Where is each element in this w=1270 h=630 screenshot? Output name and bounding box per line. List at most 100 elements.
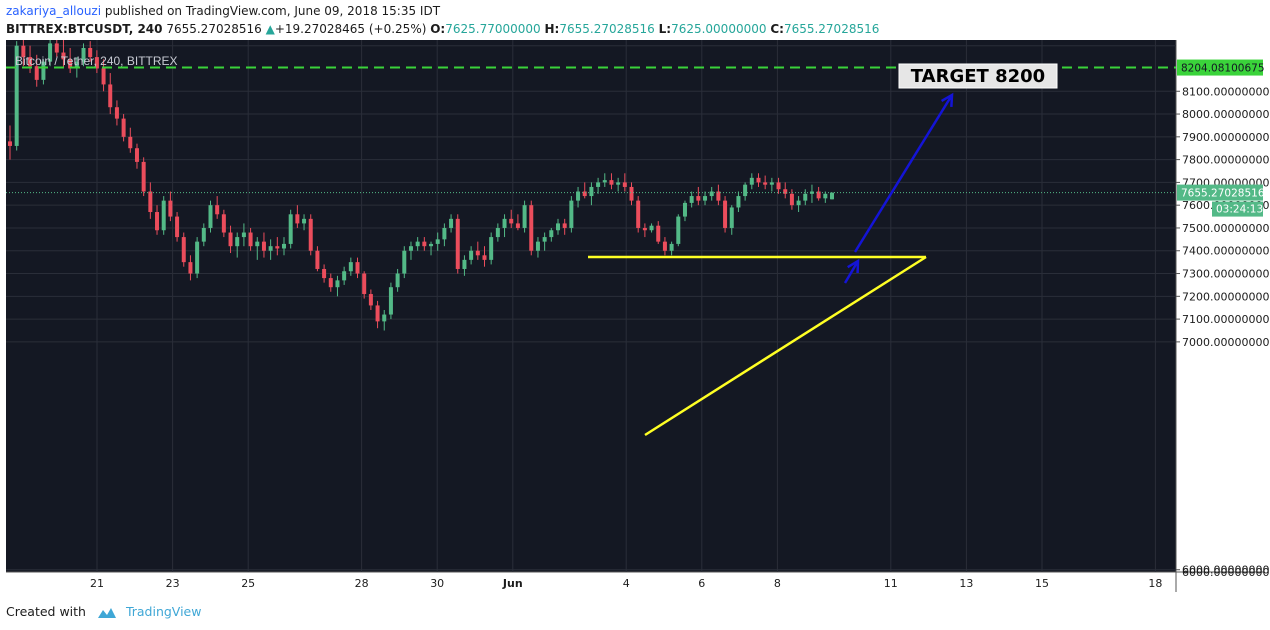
candle xyxy=(68,47,73,74)
breakout-arrows xyxy=(843,92,954,284)
candle-body xyxy=(134,148,139,162)
ascending-triangle xyxy=(588,255,927,437)
candle xyxy=(776,177,781,194)
candle-body xyxy=(141,161,146,192)
low-label: L: xyxy=(658,22,672,36)
candle-body xyxy=(328,278,333,288)
candle-body xyxy=(502,218,507,228)
candle-body xyxy=(308,218,313,251)
candle-body xyxy=(302,218,307,224)
candle-body xyxy=(602,180,607,183)
candle-body xyxy=(261,241,266,251)
price-tick-label: 7800.00000000 xyxy=(1182,154,1269,167)
candle-body xyxy=(515,223,520,228)
candle xyxy=(662,237,667,256)
candle-body xyxy=(168,200,173,217)
candle xyxy=(576,186,581,208)
candle xyxy=(642,223,647,238)
tradingview-link[interactable]: TradingView xyxy=(125,604,202,619)
candle xyxy=(462,255,467,276)
candle xyxy=(696,186,701,206)
candle xyxy=(328,273,333,292)
candle-body xyxy=(368,294,373,306)
candle-body xyxy=(729,207,734,228)
candle xyxy=(783,182,788,199)
candle-body xyxy=(148,191,153,213)
target-price-label: 8204.08100675 xyxy=(1181,63,1265,75)
candle xyxy=(375,300,380,329)
candle xyxy=(295,205,300,228)
candle xyxy=(41,59,46,85)
time-axis[interactable] xyxy=(6,572,1264,592)
time-tick-label: 6 xyxy=(698,577,705,590)
candle-body xyxy=(703,196,708,201)
candle-body xyxy=(34,66,39,80)
candle-body xyxy=(88,47,93,58)
candle xyxy=(288,209,293,249)
candle xyxy=(656,221,661,244)
candle-body xyxy=(155,212,160,231)
candle-body xyxy=(682,202,687,217)
candle xyxy=(8,125,12,160)
candle-body xyxy=(830,192,834,200)
candle-body xyxy=(763,182,768,185)
time-tick-label: 18 xyxy=(1148,577,1162,590)
candle-body xyxy=(362,273,367,295)
candle-body xyxy=(208,205,213,228)
candle-body xyxy=(74,61,79,69)
candle xyxy=(188,255,193,281)
candle-body xyxy=(482,255,487,260)
target-price-tag xyxy=(1177,59,1263,76)
candle-body xyxy=(121,118,126,137)
candle xyxy=(34,54,39,87)
plot-background xyxy=(6,40,1176,572)
price-tick-label: 7300.00000000 xyxy=(1182,268,1269,281)
candle xyxy=(535,237,540,258)
candle-body xyxy=(542,237,547,242)
candle xyxy=(228,225,233,254)
time-tick-label: 13 xyxy=(959,577,973,590)
time-tick-label: Jun xyxy=(502,577,523,590)
close-value: 7655.27028516 xyxy=(783,22,880,36)
candle xyxy=(743,182,748,201)
candle xyxy=(803,189,808,206)
time-axis-labels: 21 23 25 28 30 Jun 4 6 8 11 13 15 18 xyxy=(90,577,1162,590)
candle-body xyxy=(315,250,320,269)
candle-body xyxy=(175,216,180,238)
candle xyxy=(248,227,253,251)
candle xyxy=(235,232,240,258)
candle-body xyxy=(723,200,728,228)
price-axis[interactable] xyxy=(1176,40,1264,572)
candle xyxy=(362,271,367,299)
candle xyxy=(215,196,220,219)
candle-body xyxy=(215,205,220,215)
candle xyxy=(756,173,761,187)
candle xyxy=(114,100,119,126)
candle xyxy=(402,246,407,279)
candle-body xyxy=(282,243,286,249)
open-label: O: xyxy=(430,22,446,36)
candle xyxy=(809,184,814,203)
chart-title: Bitcoin / Tether, 240, BITTREX xyxy=(15,54,178,68)
up-triangle-icon: ▲ xyxy=(265,22,275,36)
candle-body xyxy=(241,232,246,238)
candle-body xyxy=(662,241,667,251)
candle xyxy=(469,246,474,265)
drawings: 8204.08100675 7655.27028516 03:24:13 TARGET… xyxy=(6,59,1265,437)
candle xyxy=(302,214,307,231)
candle xyxy=(669,241,674,256)
candle xyxy=(422,237,427,251)
author-link[interactable]: zakariya_allouzi xyxy=(6,4,102,18)
candle xyxy=(609,173,614,190)
candle xyxy=(689,191,694,208)
candle-body xyxy=(649,225,654,231)
candle-body xyxy=(342,271,347,281)
candle-body xyxy=(335,280,340,288)
candle-body xyxy=(676,216,681,244)
price-chart[interactable]: 8100.00000000 8000.00000000 7900.00000000 7… xyxy=(0,40,1270,596)
publish-info: published on TradingView.com, June 09, 2… xyxy=(104,4,441,18)
candle xyxy=(335,275,340,297)
candle xyxy=(502,214,507,238)
candle-body xyxy=(736,196,741,208)
candle xyxy=(88,41,93,62)
